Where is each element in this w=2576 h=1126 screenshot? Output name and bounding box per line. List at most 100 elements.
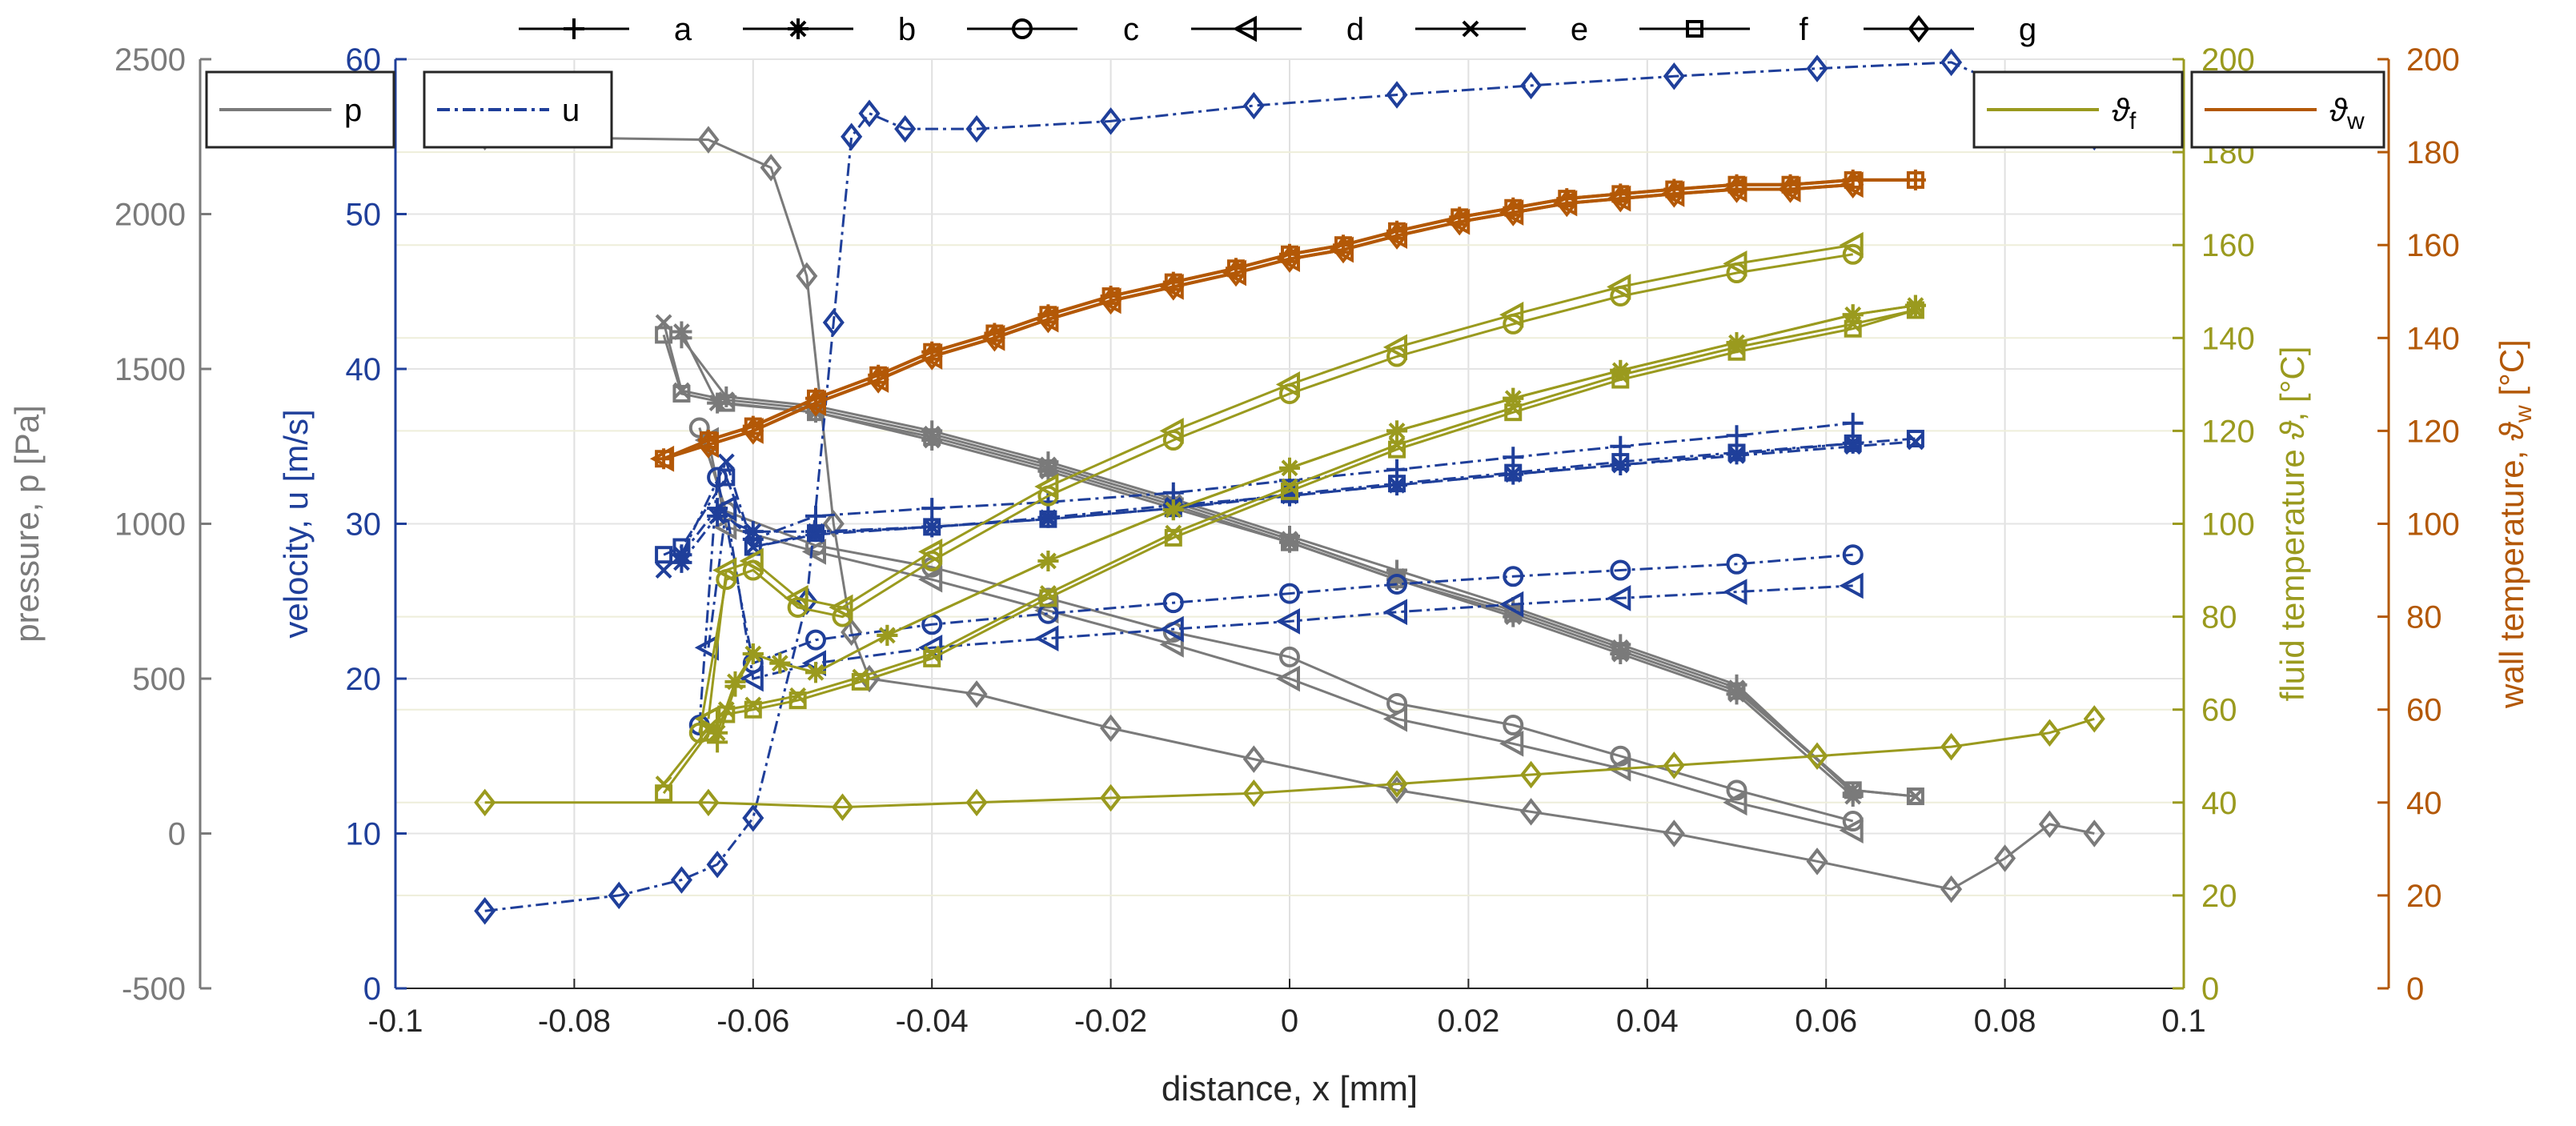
- marker-19-4: [788, 691, 807, 710]
- pressure-tick-label-0: -500: [122, 972, 186, 1007]
- wall_temp-axis-title-unit: [°C]: [2493, 339, 2530, 405]
- marker-10-8: [1382, 599, 1408, 626]
- marker-13-17-shape: [1940, 48, 1963, 77]
- marker-3-3-shape: [918, 566, 943, 593]
- marker-24-12-shape: [1386, 222, 1408, 250]
- legend-item-f: f: [1639, 12, 1808, 47]
- marker-6-14: [1940, 875, 1963, 904]
- marker-15-5-shape: [877, 624, 898, 646]
- marker-18-8: [1165, 524, 1182, 542]
- marker-6-4-shape: [822, 510, 845, 538]
- marker-15-7: [1162, 499, 1184, 521]
- marker-24-10-shape: [1278, 245, 1301, 273]
- legend-theta-w-symbol: ϑ: [2329, 93, 2349, 128]
- marker-9-11: [1726, 553, 1747, 575]
- marker-20-12: [2083, 705, 2105, 733]
- marker-18-5: [852, 668, 869, 686]
- marker-10-7-shape: [1275, 608, 1300, 635]
- marker-1-9: [1610, 643, 1631, 665]
- marker-13-0: [474, 897, 496, 925]
- marker-11-2: [717, 453, 735, 471]
- marker-10-1: [712, 495, 737, 522]
- x-tick-label-2: -0.06: [716, 1004, 789, 1039]
- marker-19-0: [655, 784, 673, 803]
- wall_temp-tick-label-8: 160: [2406, 228, 2460, 263]
- pressure-tick-label-6: 2500: [114, 42, 186, 78]
- series-line-24: [708, 182, 1853, 447]
- marker-15-10: [1503, 387, 1524, 409]
- marker-7-12-shape: [1842, 412, 1864, 434]
- marker-9-1-shape: [707, 467, 728, 488]
- marker-2-8-shape: [1503, 715, 1524, 736]
- marker-24-15: [1555, 189, 1578, 218]
- marker-19-8: [1164, 528, 1182, 547]
- wall_temp-tick-label-4: 80: [2406, 600, 2442, 635]
- marker-24-17-shape: [1663, 180, 1685, 208]
- series-line-5: [662, 334, 1916, 798]
- marker-10-5-shape: [1034, 625, 1059, 652]
- marker-19-3-shape: [744, 700, 762, 719]
- marker-12-9-shape: [1388, 475, 1406, 493]
- legend-item-c: c: [967, 12, 1139, 47]
- marker-3-10: [1723, 789, 1747, 816]
- marker-6-9: [1242, 745, 1265, 773]
- legend-label-c: c: [1123, 12, 1139, 47]
- marker-6-1-shape: [697, 126, 720, 154]
- marker-10-9-shape: [1499, 591, 1524, 618]
- legend-marker-a-shape: [564, 18, 584, 39]
- marker-19-9-shape: [1281, 482, 1298, 500]
- marker-12-2-shape: [717, 468, 736, 487]
- marker-15-7-shape: [1162, 499, 1184, 521]
- marker-2-0-shape: [688, 417, 710, 439]
- marker-6-5: [841, 618, 863, 647]
- marker-24-17: [1663, 180, 1685, 208]
- series-line-3: [707, 439, 1854, 832]
- x-tick-label-9: 0.08: [1974, 1004, 2036, 1039]
- marker-5-0: [655, 326, 673, 344]
- fluid_temp-tick-label-0: 0: [2201, 972, 2219, 1007]
- marker-17-9-shape: [1382, 334, 1408, 361]
- marker-19-7-shape: [1039, 589, 1057, 607]
- marker-5-1-shape: [672, 384, 691, 403]
- marker-15-0-shape: [707, 722, 728, 743]
- marker-12-11-shape: [1611, 453, 1630, 471]
- marker-12-11: [1611, 453, 1630, 471]
- legend-u: u: [423, 70, 613, 149]
- marker-12-6: [1039, 510, 1057, 528]
- marker-1-4: [1037, 460, 1059, 482]
- marker-12-0-shape: [655, 546, 673, 564]
- marker-13-3-shape: [706, 850, 728, 879]
- marker-19-11-shape: [1504, 403, 1523, 422]
- marker-8-1-shape: [707, 505, 728, 527]
- marker-24-4: [921, 343, 943, 371]
- marker-13-10: [965, 114, 988, 143]
- marker-12-14-shape: [1906, 430, 1924, 448]
- legend-marker-b: [788, 18, 809, 39]
- marker-17-10: [1499, 301, 1524, 328]
- series-line-4: [662, 322, 1916, 798]
- marker-20-3-shape: [965, 788, 988, 817]
- marker-20-9: [1806, 742, 1828, 770]
- marker-15-11: [1610, 359, 1631, 381]
- legend-marker-g: [1908, 14, 1930, 43]
- legend-theta-f-subscript: f: [2129, 108, 2137, 134]
- marker-5-10-shape: [1611, 642, 1630, 660]
- marker-17-6: [1034, 473, 1059, 500]
- marker-24-14-shape: [1502, 198, 1524, 226]
- marker-20-4-shape: [1100, 783, 1122, 812]
- marker-17-10-shape: [1499, 301, 1524, 328]
- legend-marker-a: [564, 18, 584, 39]
- legend-marker-c-shape: [1012, 18, 1033, 39]
- marker-13-9-shape: [894, 114, 917, 143]
- marker-20-10: [1940, 732, 1963, 761]
- marker-24-12: [1386, 222, 1408, 250]
- wall_temp-axis-title: wall temperature, ϑw [°C]: [2493, 339, 2537, 709]
- marker-24-0-shape: [697, 431, 720, 459]
- marker-7-4: [921, 498, 943, 519]
- velocity-tick-label-2: 20: [346, 662, 382, 697]
- marker-19-10-shape: [1388, 440, 1406, 459]
- marker-13-12: [1242, 91, 1265, 120]
- marker-20-8-shape: [1663, 751, 1685, 779]
- x-tick-label-1: -0.08: [538, 1004, 611, 1039]
- series-line-23: [663, 178, 1916, 461]
